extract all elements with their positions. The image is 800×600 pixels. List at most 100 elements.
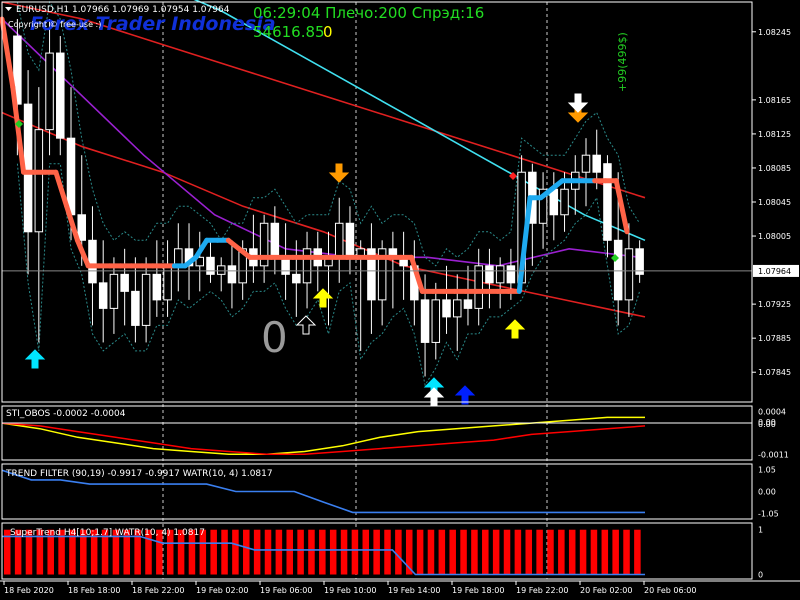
supertrend-bar — [438, 529, 446, 575]
signal-diamond-icon — [509, 172, 517, 180]
supertrend-bar — [525, 529, 533, 575]
balance-suffix: 0 — [323, 23, 333, 41]
time-tick-label: 19 Feb 18:00 — [452, 586, 504, 595]
supertrend-bar — [14, 529, 22, 575]
symbol-dropdown-icon[interactable] — [5, 7, 12, 11]
bull-candle — [141, 273, 151, 326]
price-tick-label: 1.08005 — [758, 232, 791, 241]
bear-candle — [88, 239, 97, 284]
bear-candle — [152, 273, 162, 301]
supertrend-bar — [601, 529, 609, 575]
bear-candle — [98, 282, 108, 309]
balance-value: 54616.85 — [253, 23, 325, 41]
supertrend-bar — [199, 529, 207, 575]
big-counter: 0 — [261, 313, 288, 362]
supertrend-bar — [579, 529, 587, 575]
trend-filter-line — [1, 469, 645, 514]
time-tick-label: 20 Feb 02:00 — [580, 586, 632, 595]
bull-candle — [560, 188, 569, 216]
supertrend-bar — [275, 529, 283, 575]
bear-candle — [635, 248, 644, 275]
supertrend-bar — [134, 529, 141, 575]
panel-frame — [1, 522, 753, 580]
buy-arrow-icon — [504, 319, 526, 339]
supertrend-bar — [25, 529, 33, 575]
bear-candle — [77, 214, 86, 241]
clock-line: 06:29:04 Плечо:200 Спрэд:16 — [253, 4, 484, 22]
bear-candle — [613, 239, 623, 301]
signal-diamond-icon — [611, 254, 619, 262]
supertrend-bar — [405, 529, 413, 575]
supertrend-bar — [145, 529, 152, 575]
supertrend-bar — [286, 529, 293, 575]
supertrend-bar — [623, 529, 630, 575]
supertrend-bar — [395, 529, 402, 575]
ma-red-slow-line — [1, 111, 646, 318]
bull-candle — [538, 188, 548, 224]
bear-candle — [485, 265, 494, 284]
bull-candle — [174, 248, 183, 267]
trend-filter-tick-label: -1.05 — [758, 510, 779, 519]
supertrend-bar — [416, 529, 424, 575]
bear-candle — [281, 256, 290, 275]
trend-line-segment — [408, 254, 425, 294]
trend-filter-panel[interactable]: 1.05 0.00 -1.05 — [1, 465, 779, 519]
bull-candle — [109, 273, 119, 309]
time-tick-label: 18 Feb 22:00 — [132, 586, 184, 595]
supertrend-bar — [297, 529, 304, 575]
time-tick-label: 18 Feb 2020 — [4, 586, 54, 595]
supertrend-bar — [558, 529, 565, 575]
bull-candle — [624, 248, 634, 301]
bear-candle — [549, 188, 559, 216]
time-tick-label: 19 Feb 14:00 — [388, 586, 440, 595]
supertrend-bar — [232, 529, 239, 575]
signal-diamond-icon — [15, 120, 23, 128]
supertrend-bar — [101, 529, 109, 575]
osc-tick-label: 0.0004 — [758, 408, 786, 417]
bull-candle — [302, 248, 312, 284]
bear-candle — [270, 222, 280, 258]
supertrend-bar — [492, 529, 500, 575]
supertrend-bar — [177, 529, 185, 575]
bear-candle — [66, 137, 76, 216]
bear-candle — [206, 256, 215, 275]
panel-frame — [1, 1, 753, 403]
bear-candle — [442, 299, 451, 318]
profit-label: +99(499$) — [616, 32, 629, 92]
bear-candle — [227, 265, 237, 284]
buy-arrow-icon — [312, 288, 334, 308]
supertrend-bar — [329, 529, 337, 575]
bull-candle — [377, 248, 387, 301]
bull-candle — [495, 265, 505, 284]
supertrend-bar — [373, 529, 380, 575]
supertrend-panel[interactable]: 10 — [2, 526, 763, 580]
supertrend-bar — [36, 529, 44, 575]
trend-line-segment — [53, 169, 70, 209]
current-price-label: 1.07964 — [758, 267, 791, 276]
trend-line-segment — [10, 84, 27, 175]
channel-lower-line — [16, 163, 641, 387]
supertrend-bar — [112, 529, 120, 575]
bull-candle — [34, 129, 44, 233]
current-price-box — [753, 264, 799, 277]
supertrend-bar — [58, 529, 65, 575]
supertrend-bar — [362, 529, 370, 575]
time-axis: 18 Feb 2020 18 Feb 18:00 18 Feb 22:00 19 Fe… — [3, 581, 696, 595]
price-tick-label: 1.07925 — [758, 300, 791, 309]
supertrend-line — [2, 535, 645, 576]
supertrend-bar — [80, 529, 87, 575]
supertrend-bar — [188, 529, 196, 575]
price-panel[interactable] — [0, 0, 752, 579]
time-tick-label: 19 Feb 22:00 — [516, 586, 568, 595]
supertrend-bar — [264, 529, 272, 575]
supertrend-bar — [123, 529, 131, 575]
supertrend-bar — [243, 529, 250, 575]
supertrend-bar — [384, 529, 391, 575]
price-axis: 1.08245 1.08165 1.08125 1.08085 1.08045 1.080… — [752, 28, 799, 377]
bear-candle — [345, 222, 355, 258]
red-osc-line — [1, 422, 646, 456]
buy-arrow-outline-icon — [295, 315, 317, 335]
